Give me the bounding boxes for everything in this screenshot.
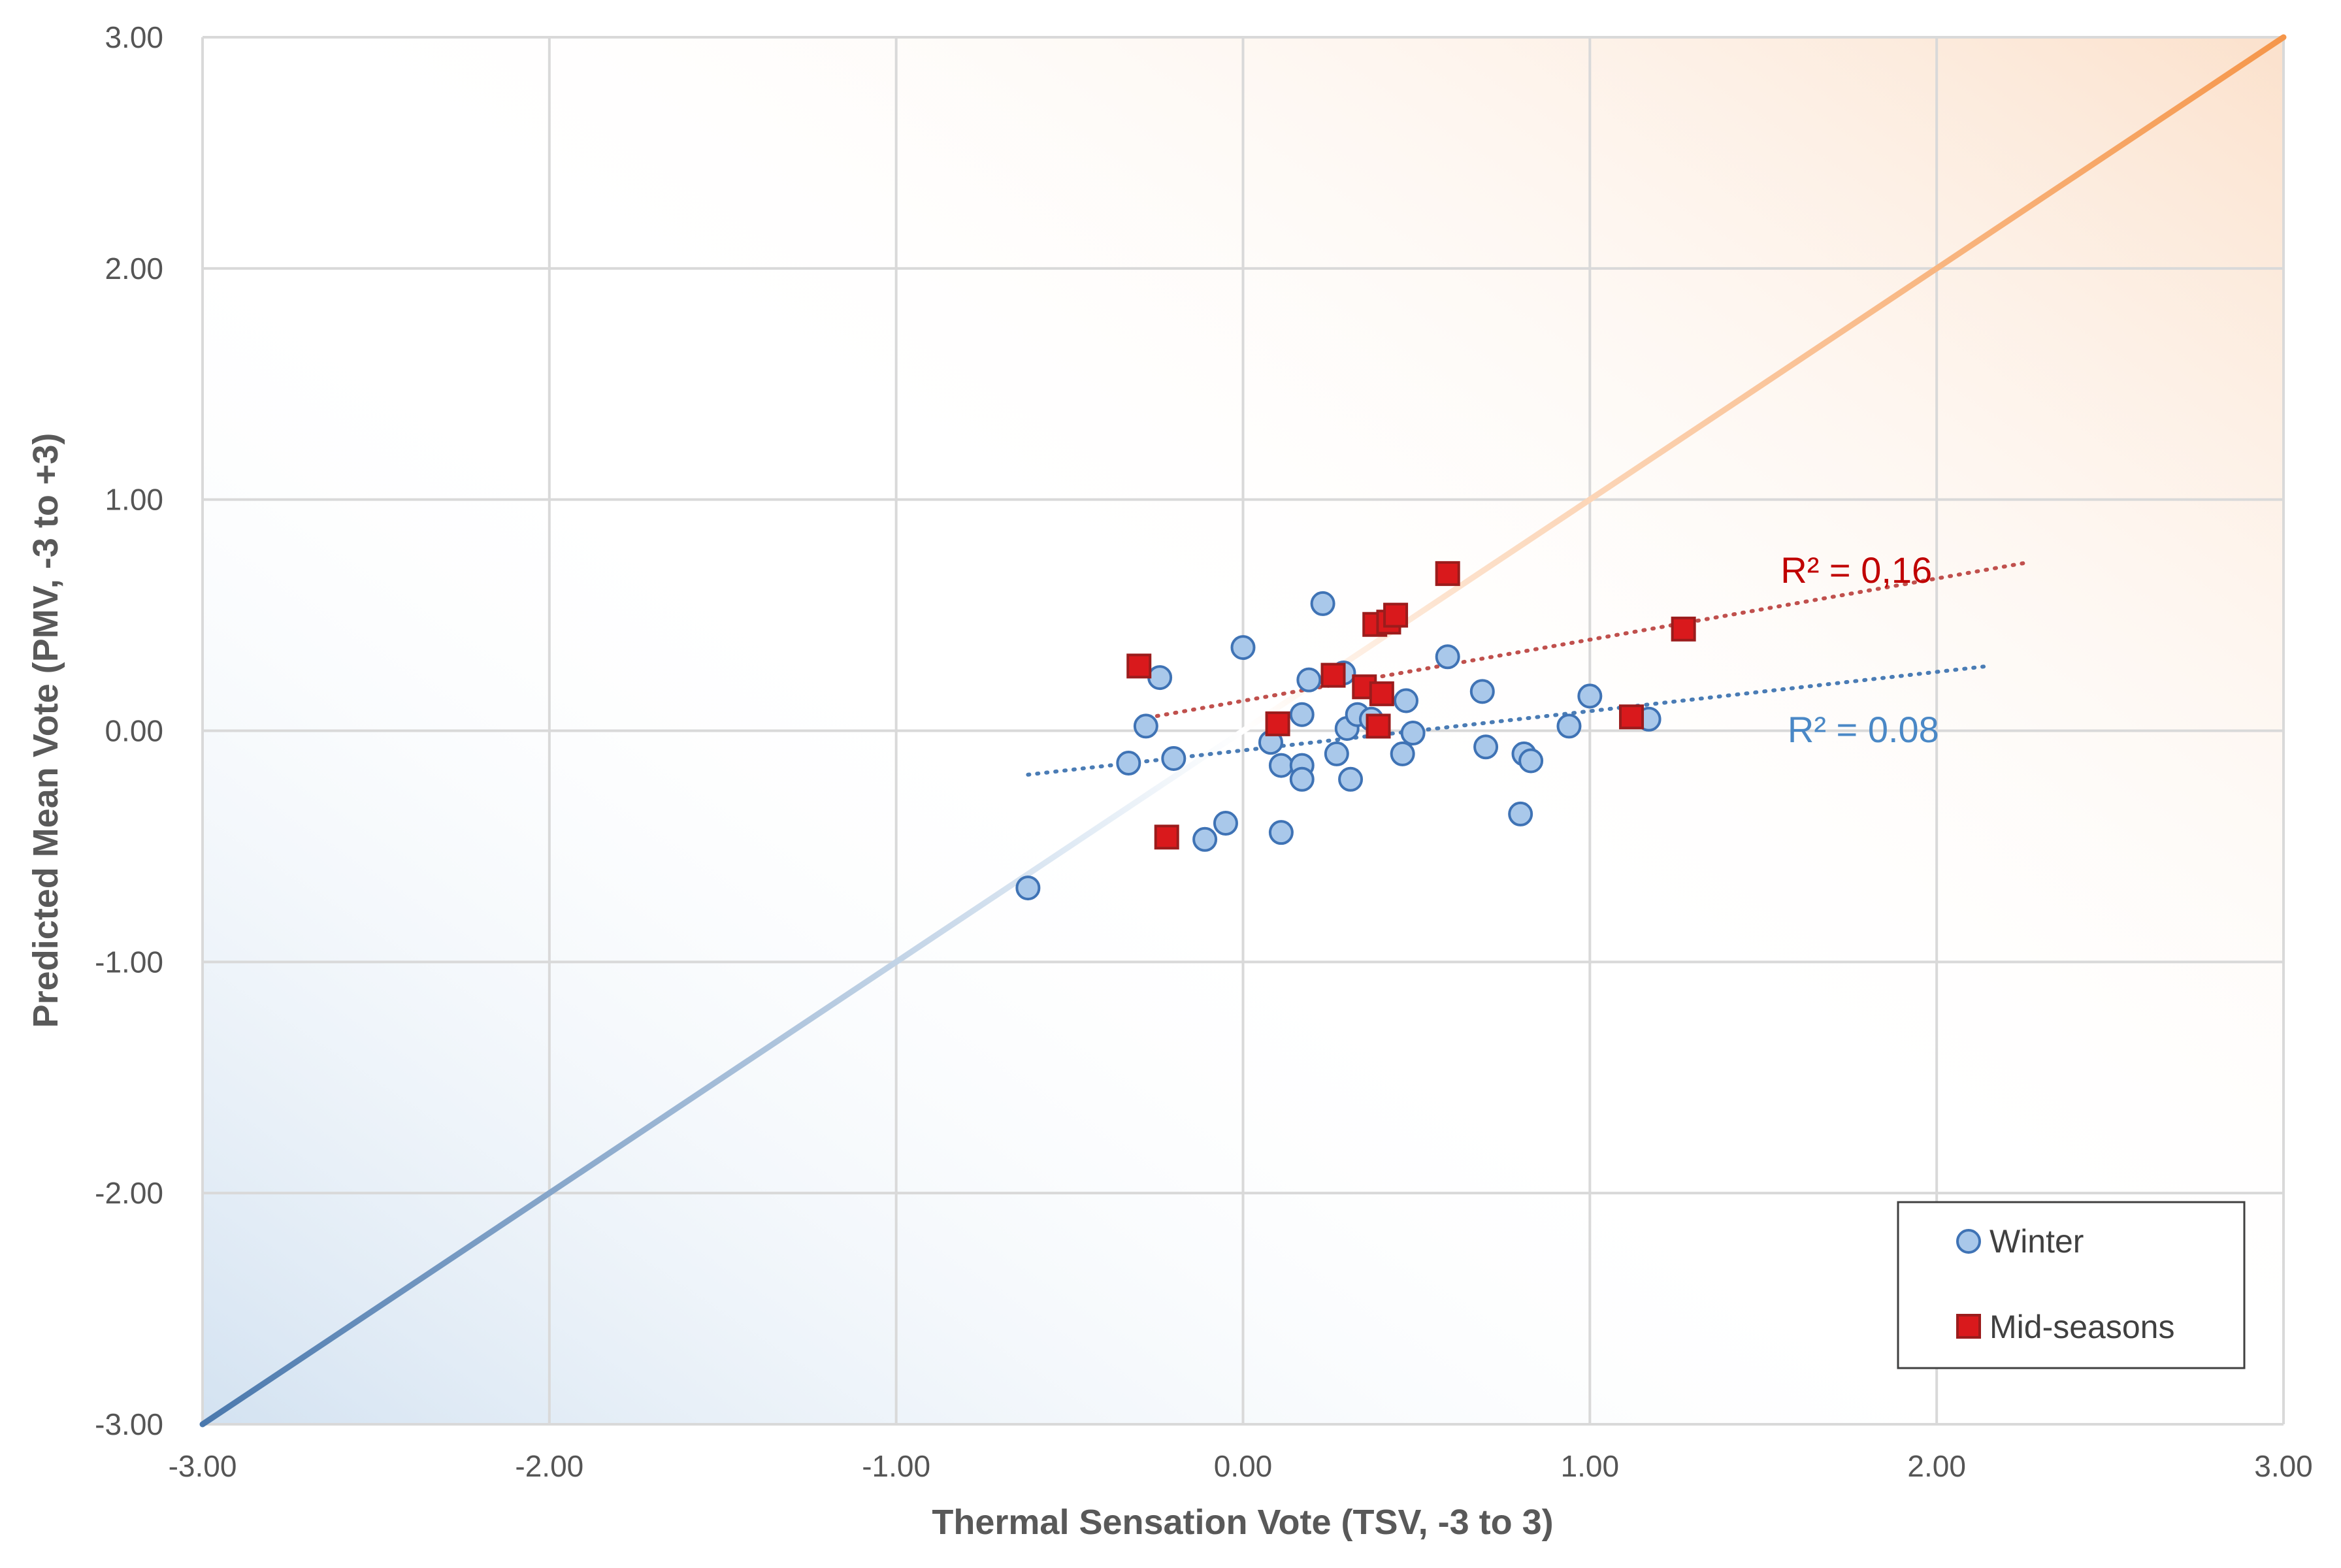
data-point-winter — [1289, 702, 1315, 727]
data-point-winter — [1230, 635, 1256, 661]
y-tick-label: 0.00 — [105, 714, 163, 748]
data-point-winter — [1133, 713, 1158, 739]
x-tick-label: 1.00 — [1561, 1449, 1620, 1483]
legend-box — [1897, 1201, 2246, 1369]
y-tick-label: -3.00 — [95, 1407, 163, 1441]
data-point-mid-seasons — [1126, 653, 1152, 679]
x-tick-label: -3.00 — [169, 1449, 237, 1483]
data-point-mid-seasons — [1320, 662, 1346, 688]
data-point-winter — [1473, 734, 1499, 760]
data-point-mid-seasons — [1383, 602, 1409, 628]
y-tick-label: 2.00 — [105, 252, 163, 286]
data-point-mid-seasons — [1366, 713, 1391, 739]
y-axis-title: Predicted Mean Vote (PMV, -3 to +3) — [26, 433, 65, 1028]
data-point-winter — [1390, 741, 1415, 766]
data-point-winter — [1161, 745, 1187, 771]
reference-line — [199, 34, 2287, 1428]
data-point-winter — [1015, 875, 1041, 901]
tick-labels: -3.00 -2.00 -1.00 0.00 1.00 2.00 3.00 3.00 2.00 1… — [95, 20, 2313, 1483]
r2-label-winter: R² = 0.08 — [1788, 709, 1939, 750]
data-point-winter — [1296, 667, 1322, 693]
y-tick-label: 3.00 — [105, 20, 163, 54]
trendline-winter — [1026, 664, 1991, 777]
data-point-winter — [1518, 748, 1544, 774]
x-tick-label: 2.00 — [1907, 1449, 1966, 1483]
legend-label-winter: Winter — [1989, 1223, 2084, 1260]
data-point-winter — [1324, 741, 1349, 766]
data-point-winter — [1435, 644, 1460, 670]
y-tick-label: -1.00 — [95, 945, 163, 979]
legend-marker-winter — [1956, 1229, 1981, 1254]
data-point-mid-seasons — [1435, 561, 1460, 586]
data-point-winter — [1577, 683, 1603, 709]
data-point-mid-seasons — [1619, 704, 1645, 730]
data-point-winter — [1310, 591, 1335, 616]
data-point-winter — [1393, 688, 1418, 713]
data-point-winter — [1213, 811, 1238, 836]
x-tick-label: 0.00 — [1214, 1449, 1273, 1483]
data-point-winter — [1116, 751, 1141, 776]
data-point-winter — [1289, 766, 1315, 792]
x-axis-title: Thermal Sensation Vote (TSV, -3 to 3) — [932, 1503, 1553, 1542]
y-tick-label: -2.00 — [95, 1176, 163, 1210]
data-point-winter — [1400, 721, 1426, 746]
data-point-mid-seasons — [1671, 616, 1696, 642]
data-point-winter — [1469, 679, 1495, 704]
r2-labels: R² = 0.08 R² = 0,16 — [1780, 549, 1939, 750]
data-point-winter — [1147, 665, 1173, 691]
r2-label-mid-seasons: R² = 0,16 — [1780, 549, 1932, 591]
data-point-winter — [1192, 826, 1218, 852]
data-point-winter — [1508, 801, 1533, 826]
data-points — [1015, 561, 1696, 901]
data-point-winter — [1268, 753, 1294, 778]
data-point-winter — [1556, 713, 1582, 739]
data-point-mid-seasons — [1369, 681, 1394, 706]
data-point-mid-seasons — [1154, 825, 1179, 850]
legend-label-mid-seasons: Mid-seasons — [1989, 1309, 2174, 1345]
data-point-mid-seasons — [1265, 711, 1290, 736]
y-tick-label: 1.00 — [105, 483, 163, 517]
legend-marker-mid-seasons — [1956, 1314, 1981, 1339]
data-point-winter — [1338, 766, 1364, 792]
x-tick-label: 3.00 — [2254, 1449, 2313, 1483]
reference-line-group — [199, 34, 2287, 1428]
x-tick-label: -2.00 — [515, 1449, 583, 1483]
data-point-winter — [1268, 820, 1294, 845]
x-tick-label: -1.00 — [862, 1449, 930, 1483]
trendlines — [1026, 560, 2033, 777]
legend: Winter Mid-seasons — [1897, 1201, 2246, 1369]
